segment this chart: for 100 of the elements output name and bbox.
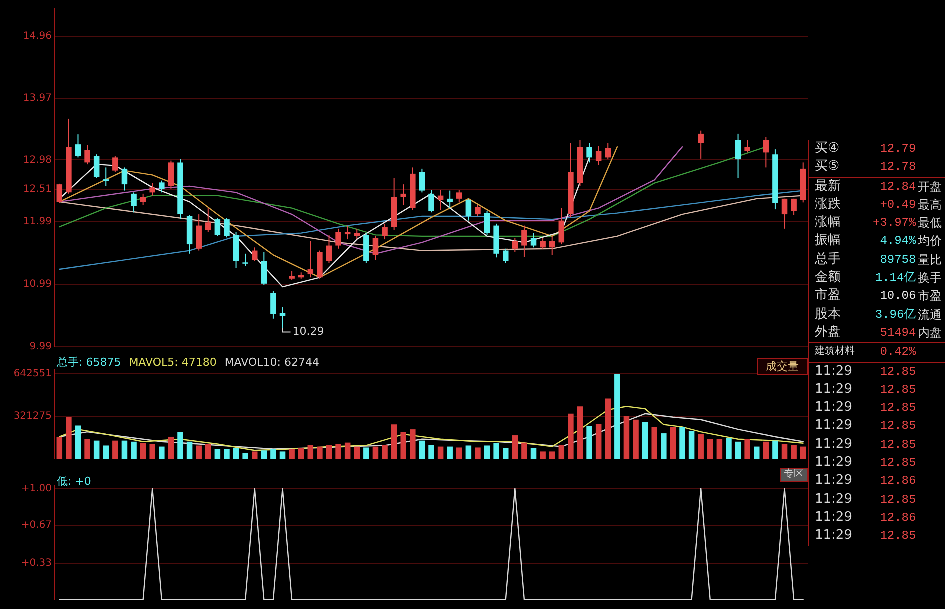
y-tick-label: 11.99 — [23, 216, 52, 228]
text: 12.86 — [880, 510, 916, 525]
candlestick — [242, 253, 248, 267]
candlestick — [540, 238, 546, 250]
candlestick — [206, 208, 212, 233]
candlestick — [791, 198, 797, 216]
candlestick — [456, 190, 462, 204]
candlestick — [530, 232, 537, 248]
text: 12.85 — [880, 438, 916, 452]
bar — [605, 398, 612, 459]
text: 12.79 — [880, 142, 916, 156]
candlestick — [735, 133, 742, 179]
bar — [140, 443, 146, 459]
bar — [502, 448, 509, 459]
y-tick-label: 321275 — [14, 410, 52, 422]
text: 12.85 — [880, 529, 916, 544]
bar — [75, 426, 82, 459]
bar — [716, 439, 723, 459]
bar — [688, 431, 695, 459]
candlestick — [344, 225, 351, 240]
annotation: 成交量 — [757, 358, 808, 375]
text: 0.42% — [880, 345, 916, 360]
bar — [178, 432, 184, 459]
bar — [549, 452, 556, 459]
bar — [224, 449, 230, 459]
bar — [270, 449, 276, 459]
bar — [586, 426, 592, 459]
bar — [596, 424, 602, 459]
bar — [772, 440, 778, 459]
bar — [447, 446, 453, 459]
text: 89758 — [880, 252, 916, 267]
candlestick — [744, 140, 750, 154]
text: 51494 — [880, 326, 916, 340]
candlestick — [354, 228, 360, 240]
bar — [744, 439, 750, 459]
text: MAVOL5: 47180 — [129, 356, 217, 369]
bar — [261, 450, 268, 459]
bar — [558, 445, 565, 459]
category-label: 外盘 — [814, 324, 842, 342]
category-label: 11:29 — [814, 490, 854, 509]
y-tick-label: 642551 — [14, 368, 52, 380]
candlestick — [224, 218, 230, 238]
bar — [159, 446, 165, 459]
category-label: 买⑤ — [814, 158, 841, 176]
bar — [438, 446, 444, 459]
category-label: 股本 — [814, 306, 842, 324]
annotation: 低: +0 — [57, 474, 92, 488]
text: MAVOL10: 62744 — [224, 356, 320, 369]
candlestick — [522, 225, 528, 258]
bar — [196, 446, 202, 459]
candlestick — [75, 134, 82, 158]
category-label: 11:29 — [814, 436, 854, 454]
category-label: 11:29 — [814, 380, 854, 399]
candlestick — [150, 182, 156, 196]
bar — [726, 438, 732, 459]
bar — [522, 442, 528, 459]
text: 专区 — [780, 468, 808, 482]
candlestick — [382, 223, 388, 240]
category-label: 11:29 — [814, 472, 854, 490]
bar — [512, 436, 518, 459]
candlestick — [56, 183, 63, 204]
category-label: 11:29 — [814, 454, 854, 472]
bar — [400, 432, 406, 459]
candlestick — [270, 290, 276, 320]
candlestick — [605, 142, 612, 160]
category-label: 11:29 — [814, 362, 854, 381]
candlestick — [484, 210, 490, 236]
bar — [372, 446, 379, 459]
bar — [791, 445, 797, 459]
category-label: 量比 — [918, 252, 942, 267]
candlestick — [196, 214, 202, 252]
bar — [168, 436, 174, 459]
bar — [289, 449, 295, 459]
text: 12.85 — [880, 364, 916, 379]
y-tick-label: 14.96 — [23, 31, 52, 42]
bar — [754, 446, 760, 459]
bar — [475, 448, 481, 459]
bar — [410, 430, 416, 459]
bar — [577, 406, 584, 459]
bar — [308, 445, 314, 459]
bar — [456, 448, 462, 459]
bar — [540, 452, 546, 459]
bar — [466, 446, 472, 459]
bar — [708, 439, 714, 459]
text: 12.85 — [880, 419, 916, 434]
bar — [698, 434, 704, 459]
text: 总手: 65875 — [56, 356, 122, 369]
bar — [84, 439, 90, 459]
candlestick — [400, 184, 406, 206]
text: +3.97% — [872, 216, 916, 230]
bar — [642, 422, 648, 459]
candlestick — [168, 160, 174, 190]
text: 4.94% — [880, 234, 916, 248]
candlestick — [763, 136, 770, 168]
text: +0.49 — [880, 198, 916, 212]
bar — [661, 434, 667, 459]
candlestick — [140, 193, 146, 206]
candlestick — [596, 146, 602, 166]
bar — [568, 414, 574, 459]
bar — [94, 440, 100, 459]
